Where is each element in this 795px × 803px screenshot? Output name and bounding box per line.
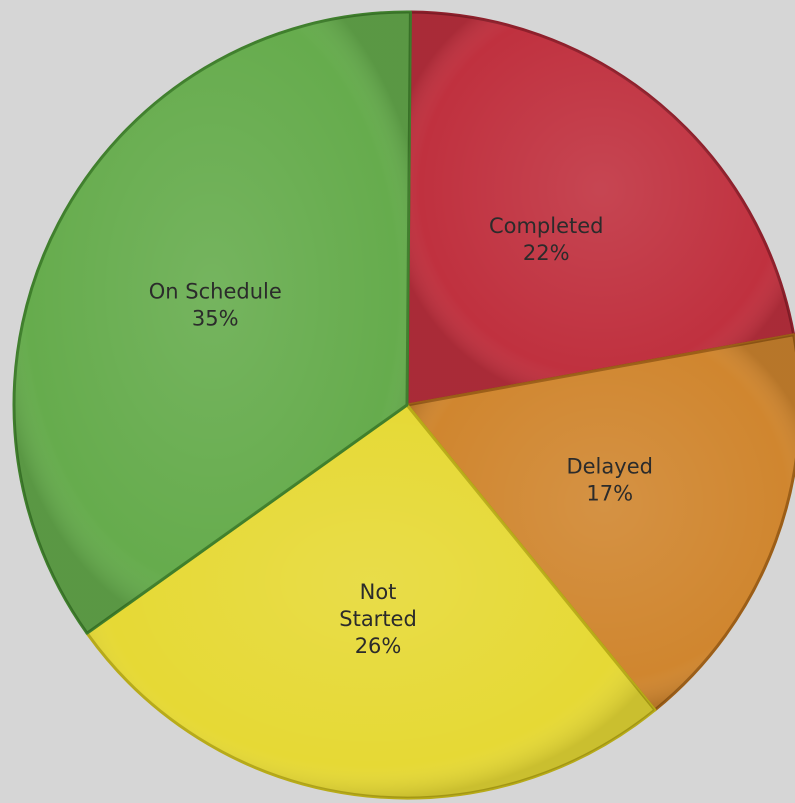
- slice-category-label: On Schedule: [149, 280, 282, 304]
- slice-value-label: 17%: [586, 481, 633, 505]
- slice-category-label: Delayed: [566, 454, 652, 478]
- slice-value-label: 26%: [355, 634, 402, 658]
- slice-category-label: Started: [339, 607, 417, 631]
- pie-labels: Completed 22% Delayed 17% Not Started 26% On Sc…: [149, 214, 653, 658]
- pie-slice-shading-delayed: [407, 334, 795, 710]
- slice-label-completed: Completed 22%: [489, 214, 604, 265]
- slice-category-label: Completed: [489, 214, 604, 238]
- slice-label-not-started: Not Started 26%: [339, 580, 417, 658]
- slice-value-label: 22%: [523, 241, 570, 265]
- slice-label-on-schedule: On Schedule 35%: [149, 280, 282, 331]
- pie-slice-shading-on-schedule: [13, 12, 411, 634]
- slice-label-delayed: Delayed 17%: [566, 454, 652, 505]
- pie-slice-shading-completed: [407, 12, 794, 406]
- slice-value-label: 35%: [192, 307, 239, 331]
- pie-slices: [12, 10, 795, 800]
- pie-slice-shading-not-started: [87, 405, 655, 798]
- slice-category-label: Not: [360, 580, 397, 604]
